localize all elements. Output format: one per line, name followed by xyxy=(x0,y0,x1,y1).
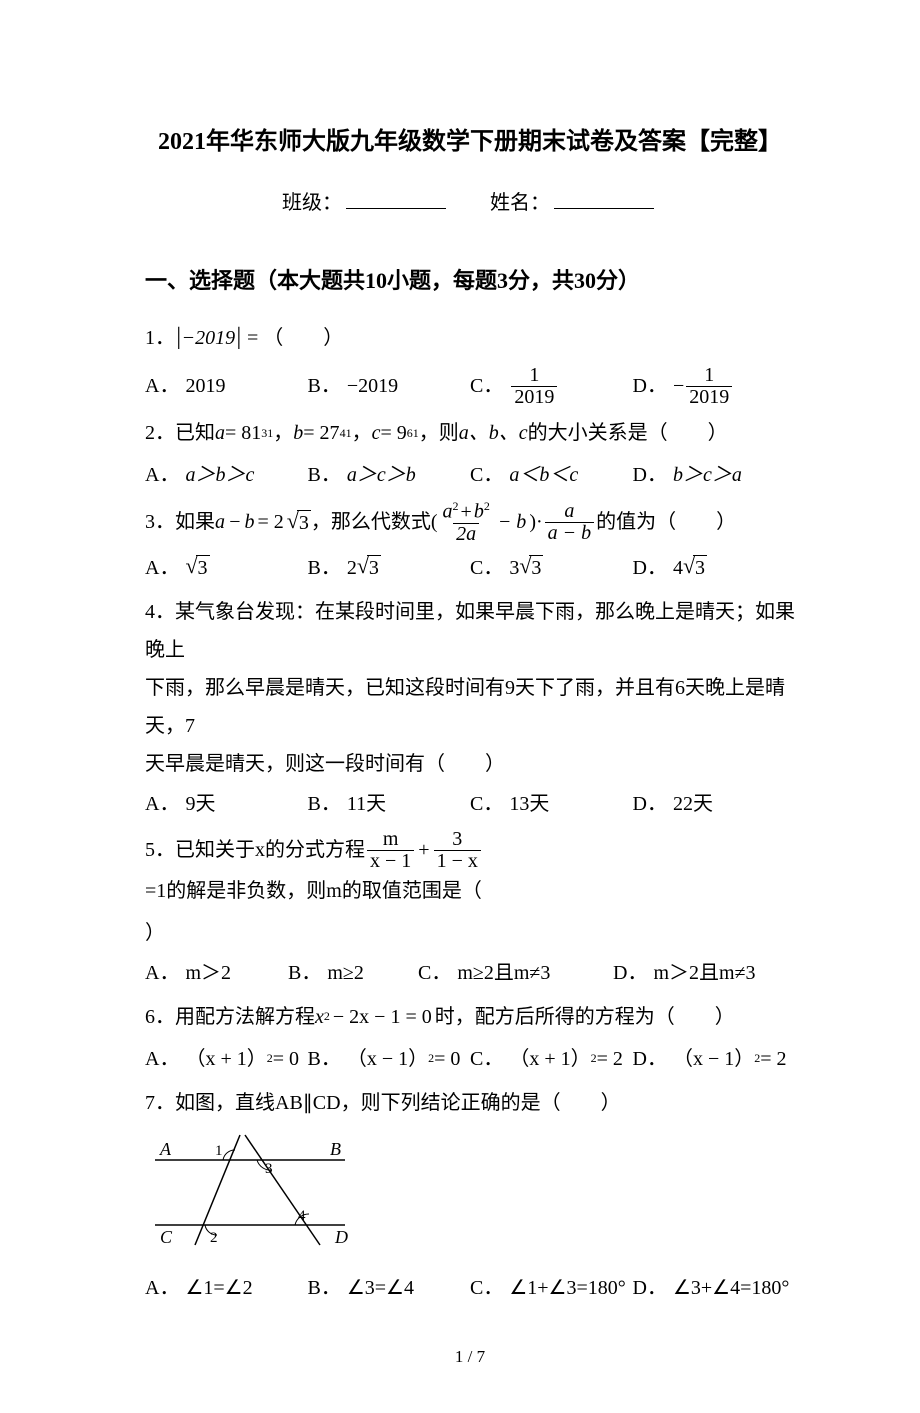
q2-choices: A．a＞b＞c B．a＞c＞b C．a＜b＜c D．b＞c＞a xyxy=(145,456,795,494)
name-label: 姓名： xyxy=(490,192,550,214)
q4-l3: 天早晨是晴天，则这一段时间有（ ） xyxy=(145,745,795,783)
q5-l2: ） xyxy=(145,914,795,952)
class-label: 班级： xyxy=(282,192,342,214)
q5-D: D．m＞2且m≠3 xyxy=(613,954,795,992)
q6-C: C．（x + 1）2= 2 xyxy=(470,1040,633,1078)
q2-A: A．a＞b＞c xyxy=(145,456,308,494)
q5-choices: A．m＞2 B．m≥2 C．m≥2且m≠3 D．m＞2且m≠3 xyxy=(145,954,795,992)
q4-D: D．22天 xyxy=(633,785,796,823)
svg-text:A: A xyxy=(159,1139,172,1159)
q1-choices: A．2019 B．−2019 C． 12019 D． −12019 xyxy=(145,365,795,408)
svg-text:2: 2 xyxy=(210,1230,218,1246)
q1-C: C． 12019 xyxy=(470,365,633,408)
q3-A: A．√3 xyxy=(145,549,308,587)
q1-abs: −2019 xyxy=(182,319,236,357)
q1-tail: （ ） xyxy=(263,319,343,357)
svg-text:1: 1 xyxy=(215,1143,223,1159)
q4-choices: A．9天 B．11天 C．13天 D．22天 xyxy=(145,785,795,823)
parallel-lines-diagram: A B C D 1 3 2 4 xyxy=(145,1130,375,1250)
q7-B: B．∠3=∠4 xyxy=(308,1269,471,1307)
q3-D: D．4√3 xyxy=(633,549,796,587)
q7-l1: 7．如图，直线AB∥CD，则下列结论正确的是（ ） xyxy=(145,1084,795,1122)
svg-text:C: C xyxy=(160,1227,173,1247)
q6-D: D．（x − 1）2= 2 xyxy=(633,1040,796,1078)
meta-line: 班级： 姓名： xyxy=(145,184,795,222)
q3: 3．如果 a−b = 2 √3 ，那么代数式 ( a2+b2 2a − b)· … xyxy=(145,500,795,545)
q1: 1． |−2019| = （ ） xyxy=(145,315,795,361)
page-number: 1 / 7 xyxy=(145,1341,795,1373)
q4: 4．某气象台发现：在某段时间里，如果早晨下雨，那么晚上是晴天；如果晚上 下雨，那… xyxy=(145,593,795,783)
q1-num: 1． xyxy=(145,319,175,357)
svg-text:B: B xyxy=(330,1139,341,1159)
q3-B: B．2√3 xyxy=(308,549,471,587)
q7-D: D．∠3+∠4=180° xyxy=(633,1269,796,1307)
q4-C: C．13天 xyxy=(470,785,633,823)
q2-C: C．a＜b＜c xyxy=(470,456,633,494)
svg-text:D: D xyxy=(334,1227,348,1247)
q2: 2．已知 a= 8131， b= 2741， c= 961，则 a、b、c的大小… xyxy=(145,414,795,452)
q3-C: C．3√3 xyxy=(470,549,633,587)
q4-l1: 4．某气象台发现：在某段时间里，如果早晨下雨，那么晚上是晴天；如果晚上 xyxy=(145,593,795,669)
exam-title: 2021年华东师大版九年级数学下册期末试卷及答案【完整】 xyxy=(145,120,795,166)
q4-A: A．9天 xyxy=(145,785,308,823)
q1-A: A．2019 xyxy=(145,367,308,405)
q1-eq: = xyxy=(246,319,260,357)
exam-page: 2021年华东师大版九年级数学下册期末试卷及答案【完整】 班级： 姓名： 一、选… xyxy=(0,0,920,1413)
class-blank xyxy=(346,188,446,209)
q6-choices: A．（x + 1）2= 0 B．（x − 1）2= 0 C．（x + 1）2= … xyxy=(145,1040,795,1078)
q7-C: C．∠1+∠3=180° xyxy=(470,1269,633,1307)
q7-choices: A．∠1=∠2 B．∠3=∠4 C．∠1+∠3=180° D．∠3+∠4=180… xyxy=(145,1269,795,1307)
name-blank xyxy=(554,188,654,209)
q6-B: B．（x − 1）2= 0 xyxy=(308,1040,471,1078)
q2-D: D．b＞c＞a xyxy=(633,456,796,494)
q4-l2: 下雨，那么早晨是晴天，已知这段时间有9天下了雨，并且有6天晚上是晴天，7 xyxy=(145,669,795,745)
q7-A: A．∠1=∠2 xyxy=(145,1269,308,1307)
q2-B: B．a＞c＞b xyxy=(308,456,471,494)
q6: 6．用配方法解方程 x2 − 2x − 1 = 0 时，配方后所得的方程为（ ） xyxy=(145,998,795,1036)
q3-choices: A．√3 B．2√3 C．3√3 D．4√3 xyxy=(145,549,795,587)
q5-C: C．m≥2且m≠3 xyxy=(418,954,613,992)
q1-B: B．−2019 xyxy=(308,367,471,405)
q1-D: D． −12019 xyxy=(633,365,796,408)
q7-figure: A B C D 1 3 2 4 xyxy=(145,1130,795,1263)
q4-B: B．11天 xyxy=(308,785,471,823)
section-1-head: 一、选择题（本大题共10小题，每题3分，共30分） xyxy=(145,260,795,302)
q5-A: A．m＞2 xyxy=(145,954,288,992)
q5: 5．已知关于x的分式方程 mx − 1 + 31 − x =1的解是非负数，则m… xyxy=(145,829,795,910)
q6-A: A．（x + 1）2= 0 xyxy=(145,1040,308,1078)
q5-B: B．m≥2 xyxy=(288,954,418,992)
